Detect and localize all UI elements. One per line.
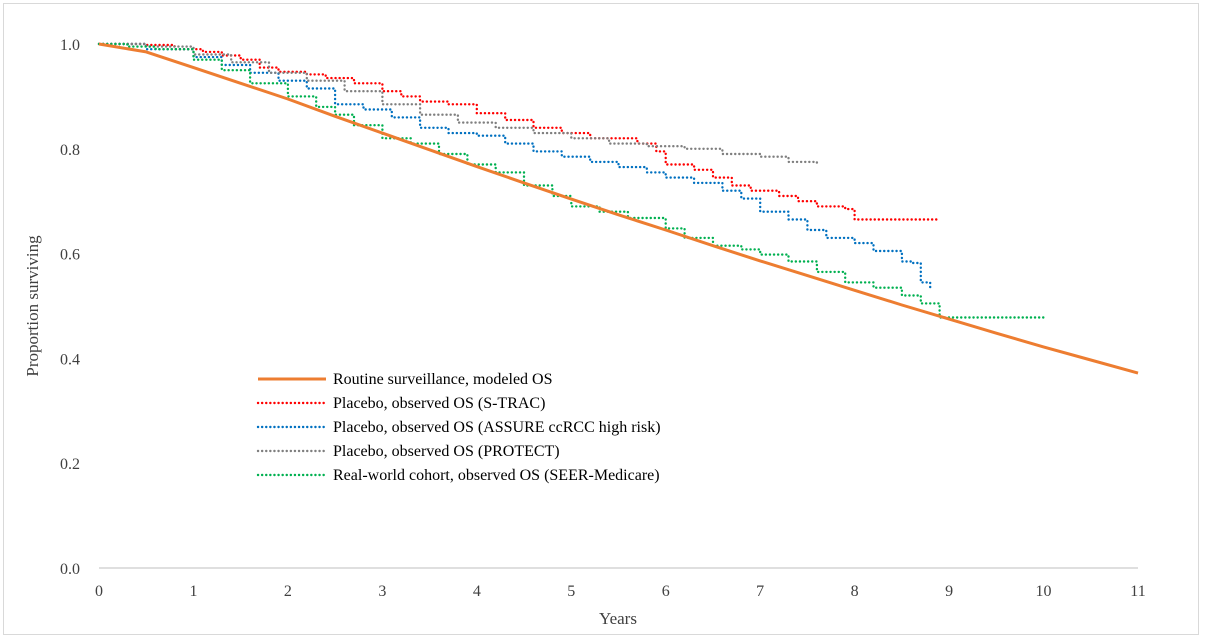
y-axis-title: Proportion surviving (23, 235, 42, 377)
legend-label: Placebo, observed OS (S-TRAC) (333, 395, 545, 412)
x-tick-label: 5 (567, 583, 575, 600)
series-line-0 (98, 42, 1139, 375)
y-tick-label: 0.6 (60, 247, 80, 264)
x-tick-label: 4 (473, 583, 481, 600)
series-lines (97, 42, 1139, 375)
legend-label: Placebo, observed OS (PROTECT) (333, 443, 560, 460)
legend-label: Real-world cohort, observed OS (SEER-Med… (333, 467, 660, 484)
x-axis-title: Years (599, 609, 637, 628)
x-tick-label: 1 (189, 583, 197, 600)
series-line-2 (97, 42, 932, 292)
x-tick-label: 11 (1130, 583, 1145, 600)
x-tick-label: 8 (851, 583, 859, 600)
x-tick-label: 9 (945, 583, 953, 600)
legend: Routine surveillance, modeled OS Placebo,… (256, 371, 661, 484)
legend-label: Routine surveillance, modeled OS (333, 371, 553, 388)
series-line-4 (97, 42, 1045, 319)
y-ticks: 0.0 0.2 0.4 0.6 0.8 1.0 (60, 37, 80, 578)
x-tick-label: 0 (95, 583, 103, 600)
legend-label: Placebo, observed OS (ASSURE ccRCC high … (333, 419, 661, 436)
chart-frame (3, 3, 1199, 635)
x-tick-label: 7 (756, 583, 764, 600)
x-ticks: 0 1 2 3 4 5 6 7 8 9 10 11 (95, 583, 1146, 600)
y-tick-label: 0.0 (60, 561, 80, 578)
y-tick-label: 0.4 (60, 351, 80, 368)
series-line-3 (97, 42, 819, 167)
x-tick-label: 3 (378, 583, 386, 600)
x-tick-label: 2 (284, 583, 292, 600)
series-line-1 (97, 42, 941, 221)
y-tick-label: 1.0 (60, 37, 80, 54)
x-tick-label: 6 (662, 583, 670, 600)
y-tick-label: 0.8 (60, 142, 80, 159)
y-tick-label: 0.2 (60, 456, 80, 473)
x-tick-label: 10 (1036, 583, 1052, 600)
